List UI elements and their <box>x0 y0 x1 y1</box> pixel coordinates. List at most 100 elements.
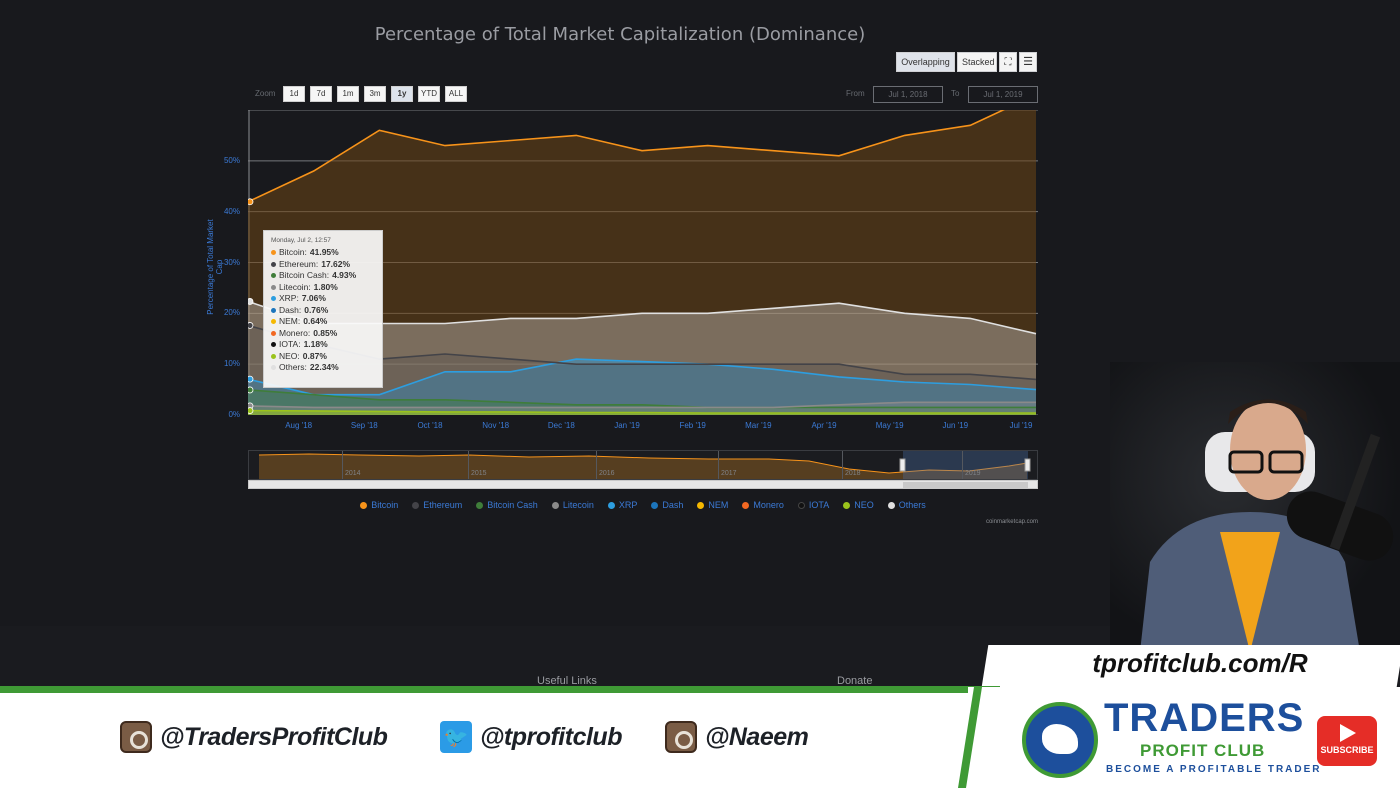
y-tick-label: 20% <box>223 308 240 318</box>
zoom-3m-button[interactable]: 3m <box>364 86 386 102</box>
tooltip-series-name: XRP: <box>279 293 299 303</box>
hover-point-xrp[interactable] <box>248 375 254 383</box>
social-banner <box>0 693 1000 788</box>
series-line-neo[interactable] <box>248 409 1036 414</box>
tooltip-row: Dash: 0.76% <box>271 305 375 317</box>
navigator-year-label: 2018 <box>845 470 861 477</box>
footer-link-useful-links[interactable]: Useful Links <box>537 675 597 687</box>
legend-label: NEM <box>708 500 729 510</box>
dominance-plot[interactable] <box>248 110 1038 415</box>
banner-accent-line <box>0 686 1000 693</box>
navigator-year-divider <box>342 451 343 479</box>
legend-item-ethereum[interactable]: Ethereum <box>412 500 462 510</box>
legend-label: Others <box>898 500 926 510</box>
tooltip-row: Bitcoin: 41.95% <box>271 247 375 259</box>
hover-point-bitcoin[interactable] <box>248 198 254 206</box>
legend-dot-icon <box>742 502 750 510</box>
navigator-year-label: 2014 <box>345 470 361 477</box>
zoom-1d-button[interactable]: 1d <box>283 86 305 102</box>
legend-item-bitcoin[interactable]: Bitcoin <box>360 500 398 510</box>
navigator-right-handle[interactable] <box>1024 458 1031 472</box>
series-line-bitcoin-cash[interactable] <box>248 389 1036 409</box>
tooltip-row: Litecoin: 1.80% <box>271 282 375 294</box>
chart-credit[interactable]: coinmarketcap.com <box>985 519 1038 525</box>
x-tick-label: May '19 <box>875 421 904 430</box>
chart-legend: Bitcoin Ethereum Bitcoin Cash Litecoin XRP Da… <box>248 500 1038 510</box>
chart-menu-button[interactable]: ☰ <box>1019 52 1037 72</box>
y-tick-label: 50% <box>223 155 240 165</box>
hamburger-menu-icon: ☰ <box>1023 56 1033 68</box>
series-area-bitcoin-cash <box>248 389 1036 415</box>
hover-point-bitcoin-cash[interactable] <box>248 386 254 394</box>
legend-item-iota[interactable]: IOTA <box>797 500 829 510</box>
overlapping-button[interactable]: Overlapping <box>896 52 955 72</box>
x-tick-label: Oct '18 <box>417 421 443 430</box>
social-handle: @Naeem <box>705 722 809 751</box>
chart-tooltip: Monday, Jul 2, 12:57 Bitcoin: 41.95% Ether… <box>263 230 383 388</box>
twitter-icon: 🐦 <box>440 721 472 753</box>
hover-point-ethereum[interactable] <box>248 322 254 329</box>
tooltip-series-name: Ethereum: <box>279 258 319 269</box>
legend-item-dash[interactable]: Dash <box>651 500 683 510</box>
legend-label: Monero <box>753 500 784 510</box>
navigator-year-divider <box>596 451 597 479</box>
tooltip-series-value: 17.62% <box>321 258 351 269</box>
from-date-input[interactable]: Jul 1, 2018 <box>873 86 943 103</box>
expand-icon: ⛶ <box>1004 57 1012 68</box>
navigator-series <box>258 451 1031 480</box>
series-line-bitcoin[interactable] <box>248 110 1036 203</box>
legend-item-xrp[interactable]: XRP <box>607 500 638 510</box>
stacked-button[interactable]: Stacked <box>957 52 997 72</box>
x-tick-label: Jan '19 <box>614 421 640 430</box>
hover-point-others[interactable] <box>248 298 254 305</box>
x-tick-label: Apr '19 <box>811 421 837 430</box>
tooltip-series-value: 1.80% <box>313 281 338 292</box>
tooltip-series-name: Bitcoin Cash: <box>279 270 330 280</box>
legend-dot-icon <box>797 502 805 510</box>
range-navigator[interactable]: 2014 2015 2016 2017 2018 2019 <box>248 450 1038 480</box>
tooltip-series-value: 1.18% <box>303 339 328 349</box>
navigator-selection[interactable] <box>903 451 1028 480</box>
tooltip-series-name: IOTA: <box>279 339 301 349</box>
x-tick-label: Mar '19 <box>745 421 772 430</box>
navigator-scrollbar[interactable] <box>248 480 1038 489</box>
legend-label: Dash <box>662 500 684 510</box>
hover-point-neo[interactable] <box>248 407 254 414</box>
legend-item-monero[interactable]: Monero <box>742 500 784 510</box>
tooltip-row: Monero: 0.85% <box>271 328 375 340</box>
zoom-ytd-button[interactable]: YTD <box>418 86 440 102</box>
zoom-1y-button[interactable]: 1y <box>391 86 413 102</box>
series-line-xrp[interactable] <box>248 358 1037 396</box>
legend-label: Bitcoin Cash <box>487 500 538 510</box>
legend-dot-icon <box>607 502 615 510</box>
social-twitter: 🐦 @tprofitclub <box>440 720 622 754</box>
tooltip-row: Others: 22.34% <box>271 362 375 374</box>
x-tick-label: Jun '19 <box>942 421 969 430</box>
navigator-scroll-thumb[interactable] <box>903 482 1028 488</box>
navigator-year-label: 2015 <box>471 470 487 477</box>
footer-link-donate[interactable]: Donate <box>837 675 873 687</box>
zoom-7d-button[interactable]: 7d <box>310 86 332 102</box>
legend-item-neo[interactable]: NEO <box>843 500 874 510</box>
zoom-all-button[interactable]: ALL <box>445 86 467 102</box>
fullscreen-button[interactable]: ⛶ <box>999 52 1017 72</box>
logo-title: TRADERS <box>1104 696 1305 740</box>
to-date-input[interactable]: Jul 1, 2019 <box>968 86 1038 103</box>
legend-item-nem[interactable]: NEM <box>697 500 728 510</box>
legend-label: XRP <box>618 500 638 510</box>
youtube-subscribe-button[interactable]: SUBSCRIBE <box>1317 716 1377 766</box>
navigator-left-handle[interactable] <box>899 458 906 472</box>
series-dot-icon <box>271 273 276 279</box>
legend-label: NEO <box>854 500 874 510</box>
series-line-litecoin[interactable] <box>248 401 1036 409</box>
tooltip-series-value: 22.34% <box>309 362 339 372</box>
zoom-1m-button[interactable]: 1m <box>337 86 359 102</box>
tooltip-row: Bitcoin Cash: 4.93% <box>271 270 375 282</box>
tooltip-series-value: 4.93% <box>332 270 357 280</box>
logo-subtitle: PROFIT CLUB <box>1140 741 1266 760</box>
legend-item-bitcoin-cash[interactable]: Bitcoin Cash <box>476 500 538 510</box>
legend-item-others[interactable]: Others <box>887 500 926 510</box>
social-instagram-traders: @TradersProfitClub <box>120 720 388 754</box>
legend-item-litecoin[interactable]: Litecoin <box>551 500 594 510</box>
